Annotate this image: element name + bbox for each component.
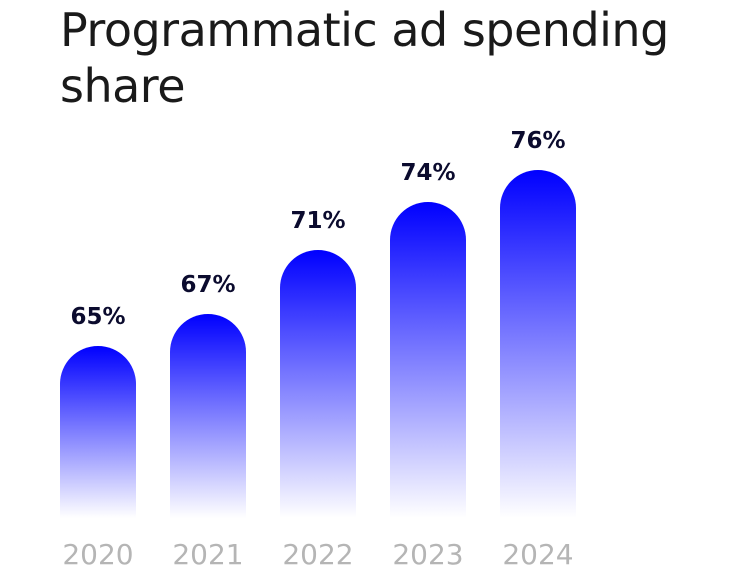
value-label-2024: 76% (510, 128, 565, 154)
value-label-2022: 71% (290, 208, 345, 234)
category-label-2022: 2022 (282, 538, 353, 571)
value-label-2021: 67% (180, 272, 235, 298)
category-label-2024: 2024 (502, 538, 573, 571)
chart-title: Programmatic ad spending share (60, 3, 669, 113)
category-label-2023: 2023 (392, 538, 463, 571)
value-labels-group: 65% 67% 71% 74% 76% (70, 128, 565, 330)
bar-2023 (390, 202, 466, 518)
bar-2024 (500, 170, 576, 518)
category-label-2020: 2020 (62, 538, 133, 571)
bar-2022 (280, 250, 356, 518)
bar-2020 (60, 346, 136, 518)
category-labels-group: 2020 2021 2022 2023 2024 (62, 538, 573, 571)
value-label-2020: 65% (70, 304, 125, 330)
value-label-2023: 74% (400, 160, 455, 186)
bar-2021 (170, 314, 246, 518)
category-label-2021: 2021 (172, 538, 243, 571)
bars-group (60, 170, 576, 518)
